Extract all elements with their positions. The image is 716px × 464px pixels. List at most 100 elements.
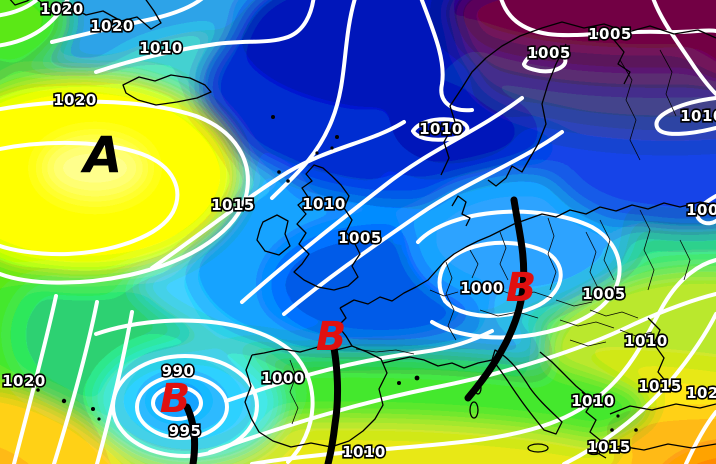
isobar-label: 995 (169, 422, 202, 440)
isobar-path (522, 49, 568, 74)
isobar-label: 1020 (53, 91, 97, 109)
coastline-great-britain (293, 164, 361, 291)
trough-line-atlantic (183, 403, 199, 464)
coastline-ireland (256, 214, 291, 256)
isobar-path (651, 0, 716, 96)
island-dot (91, 407, 95, 411)
coastline-italy (491, 349, 563, 435)
isobar-label: 1010 (419, 120, 463, 138)
coastline-scandinavia (440, 21, 716, 187)
isobar-path (208, 292, 716, 454)
color-blob (450, 0, 716, 60)
isobar-label: 1020 (90, 17, 134, 35)
isobar-label: 1005 (338, 229, 382, 247)
low-pressure-letter: B (160, 376, 191, 422)
coastline-iceland (122, 74, 212, 106)
isobar-path (562, 312, 716, 464)
trough-line-iberia (324, 344, 342, 464)
isobar-path (0, 140, 180, 257)
isobar-path (111, 354, 259, 458)
island-dot (36, 388, 40, 392)
isobar-label: 1020 (40, 0, 84, 18)
isobar-path (684, 410, 716, 464)
isobar-path (270, 0, 357, 200)
pressure-system-letters: A B B B (80, 126, 537, 422)
island-dot (277, 170, 281, 174)
isobar-label: 1005 (527, 44, 571, 62)
isobar-path (151, 385, 203, 421)
isobar-label: 1005 (686, 201, 716, 219)
isobar-label: 1000 (460, 279, 504, 297)
island-dot (271, 115, 275, 119)
isobar-path (52, 300, 99, 464)
island-dot (622, 440, 626, 444)
small-islands (36, 115, 638, 444)
color-blob (671, 446, 716, 464)
coastline-mediterranean-france (382, 356, 493, 369)
island-dot (315, 151, 319, 155)
isobar-label: 1005 (588, 25, 632, 43)
color-blob (40, 136, 150, 200)
color-blob (685, 0, 716, 78)
isobar-label: 1020 (686, 384, 716, 402)
isobar-path (150, 120, 406, 270)
island-dot (610, 428, 614, 432)
isobar-path (135, 374, 229, 440)
color-blob (385, 80, 525, 170)
isobar-path (250, 258, 716, 464)
isobar-label: 1015 (587, 438, 631, 456)
isobar-label: 1010 (342, 443, 386, 461)
isobar-label: 1010 (624, 332, 668, 350)
isobar-path (419, 0, 474, 113)
island-dot (61, 398, 67, 404)
isobar-label: 1015 (638, 377, 682, 395)
coastline-sicily (527, 443, 549, 453)
coastline-sardinia (469, 401, 479, 419)
trough-line-central-europe (464, 196, 528, 402)
isobar-path (0, 0, 40, 18)
isobar-label: 1010 (571, 392, 615, 410)
island-dot (335, 135, 339, 139)
isobar-label: 1015 (211, 196, 255, 214)
coastline-cyprus (587, 448, 601, 456)
isobar-path (94, 0, 316, 74)
isobar-path (224, 329, 494, 403)
island-dot (397, 381, 401, 385)
isobar-label: 1005 (582, 285, 626, 303)
island-dot (414, 375, 420, 381)
coastlines (9, 0, 716, 459)
low-pressure-letter: B (506, 265, 537, 311)
coastline-europe-north (339, 201, 716, 309)
island-dot (286, 179, 290, 183)
coastline-black-sea-turkey (599, 317, 716, 453)
isobar-label: 990 (162, 362, 195, 380)
isobar-path (282, 130, 564, 316)
low-pressure-letter: B (316, 314, 347, 360)
isobar-path (0, 99, 250, 285)
island-dot (616, 414, 620, 418)
coastline-greenland (9, 0, 162, 30)
high-pressure-letter: A (80, 126, 123, 184)
isobar-label: 1000 (261, 369, 305, 387)
isobar-path (411, 117, 470, 142)
isobar-label: 1010 (139, 39, 183, 57)
isobar-label: 1010 (302, 195, 346, 213)
isobar-label: 1010 (680, 107, 716, 125)
isobar-path (0, 0, 70, 48)
island-dot (330, 146, 334, 150)
isobar-label: 1020 (2, 372, 46, 390)
coastline-denmark (451, 195, 471, 227)
isobar-path (94, 318, 315, 464)
isobar-path (437, 240, 563, 318)
isobar-path (654, 96, 716, 136)
isobar-path (240, 96, 524, 304)
isobar-path (50, 0, 204, 44)
island-dot (634, 428, 638, 432)
isobar-path (12, 294, 58, 464)
island-dot (97, 417, 101, 421)
isobar-path (695, 194, 716, 226)
